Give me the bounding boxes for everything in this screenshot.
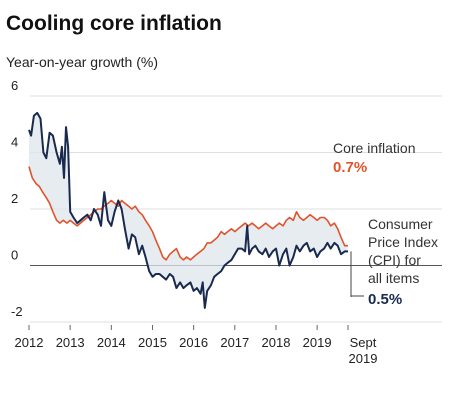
x-tick-label: 2013 [56, 335, 85, 350]
cpi-line [28, 111, 348, 309]
x-tick-label: 2017 [220, 335, 249, 350]
cpi-label-line: Price Index [368, 234, 438, 250]
series-annotations: Core inflation 0.7% Consumer Price Index (CP… [333, 140, 438, 308]
core-inflation-value: 0.7% [333, 159, 367, 176]
chart-title: Cooling core inflation [6, 12, 222, 35]
y-tick-label: 6 [11, 78, 18, 93]
x-tick-label: 2019 [303, 335, 332, 350]
x-tick-label: 2016 [179, 335, 208, 350]
grid-lines [30, 95, 442, 323]
y-axis-label: Year-on-year growth (%) [6, 54, 158, 70]
x-tick-label-end: 2019 [349, 351, 378, 366]
y-tick-label: 2 [11, 191, 18, 206]
x-tick-label: 2018 [262, 335, 291, 350]
cpi-value: 0.5% [368, 291, 402, 308]
series-gap-shading [29, 113, 348, 306]
core-inflation-label: Core inflation [333, 140, 416, 156]
y-tick-label: 4 [11, 135, 18, 150]
x-tick-label: 2012 [15, 335, 44, 350]
x-tick-label: 2015 [138, 335, 167, 350]
x-tick-label: 2014 [97, 335, 126, 350]
cpi-label-line: Consumer [368, 216, 433, 232]
series-lines [28, 111, 348, 309]
core-inflation-line [28, 166, 348, 261]
cpi-label-line: all items [368, 270, 419, 286]
y-tick-label: 0 [11, 248, 18, 263]
y-tick-label: -2 [11, 304, 23, 319]
cpi-leader-line [350, 251, 364, 297]
x-tick-label-end: Sept [350, 335, 377, 350]
y-axis-ticks: 6 4 2 0 -2 [11, 78, 23, 319]
cpi-label-line: (CPI) for [368, 252, 421, 268]
